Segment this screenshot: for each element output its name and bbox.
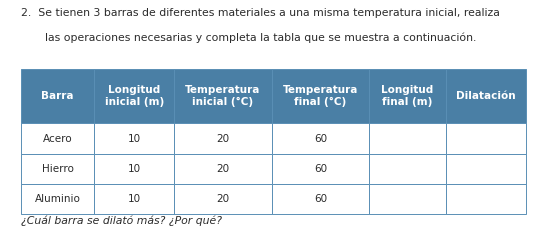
Text: ¿Cuál barra se dilató más? ¿Por qué?: ¿Cuál barra se dilató más? ¿Por qué?	[21, 216, 222, 226]
Text: Acero: Acero	[43, 134, 72, 144]
Text: Longitud
final (m): Longitud final (m)	[381, 85, 434, 107]
Text: Hierro: Hierro	[42, 164, 73, 174]
Text: las operaciones necesarias y completa la tabla que se muestra a continuación.: las operaciones necesarias y completa la…	[45, 33, 476, 43]
Text: 10: 10	[128, 164, 141, 174]
Text: 20: 20	[216, 134, 230, 144]
Text: 20: 20	[216, 194, 230, 204]
Text: 60: 60	[314, 134, 327, 144]
Text: 10: 10	[128, 194, 141, 204]
Text: 60: 60	[314, 194, 327, 204]
Text: Longitud
inicial (m): Longitud inicial (m)	[105, 85, 164, 107]
Text: 10: 10	[128, 134, 141, 144]
Text: Temperatura
inicial (°C): Temperatura inicial (°C)	[185, 85, 261, 107]
Text: Barra: Barra	[41, 91, 74, 101]
Text: Temperatura
final (°C): Temperatura final (°C)	[283, 85, 358, 107]
Text: 20: 20	[216, 164, 230, 174]
Text: Aluminio: Aluminio	[35, 194, 80, 204]
Text: 2.  Se tienen 3 barras de diferentes materiales a una misma temperatura inicial,: 2. Se tienen 3 barras de diferentes mate…	[21, 8, 500, 18]
Text: 60: 60	[314, 164, 327, 174]
Text: Dilatación: Dilatación	[456, 91, 515, 101]
